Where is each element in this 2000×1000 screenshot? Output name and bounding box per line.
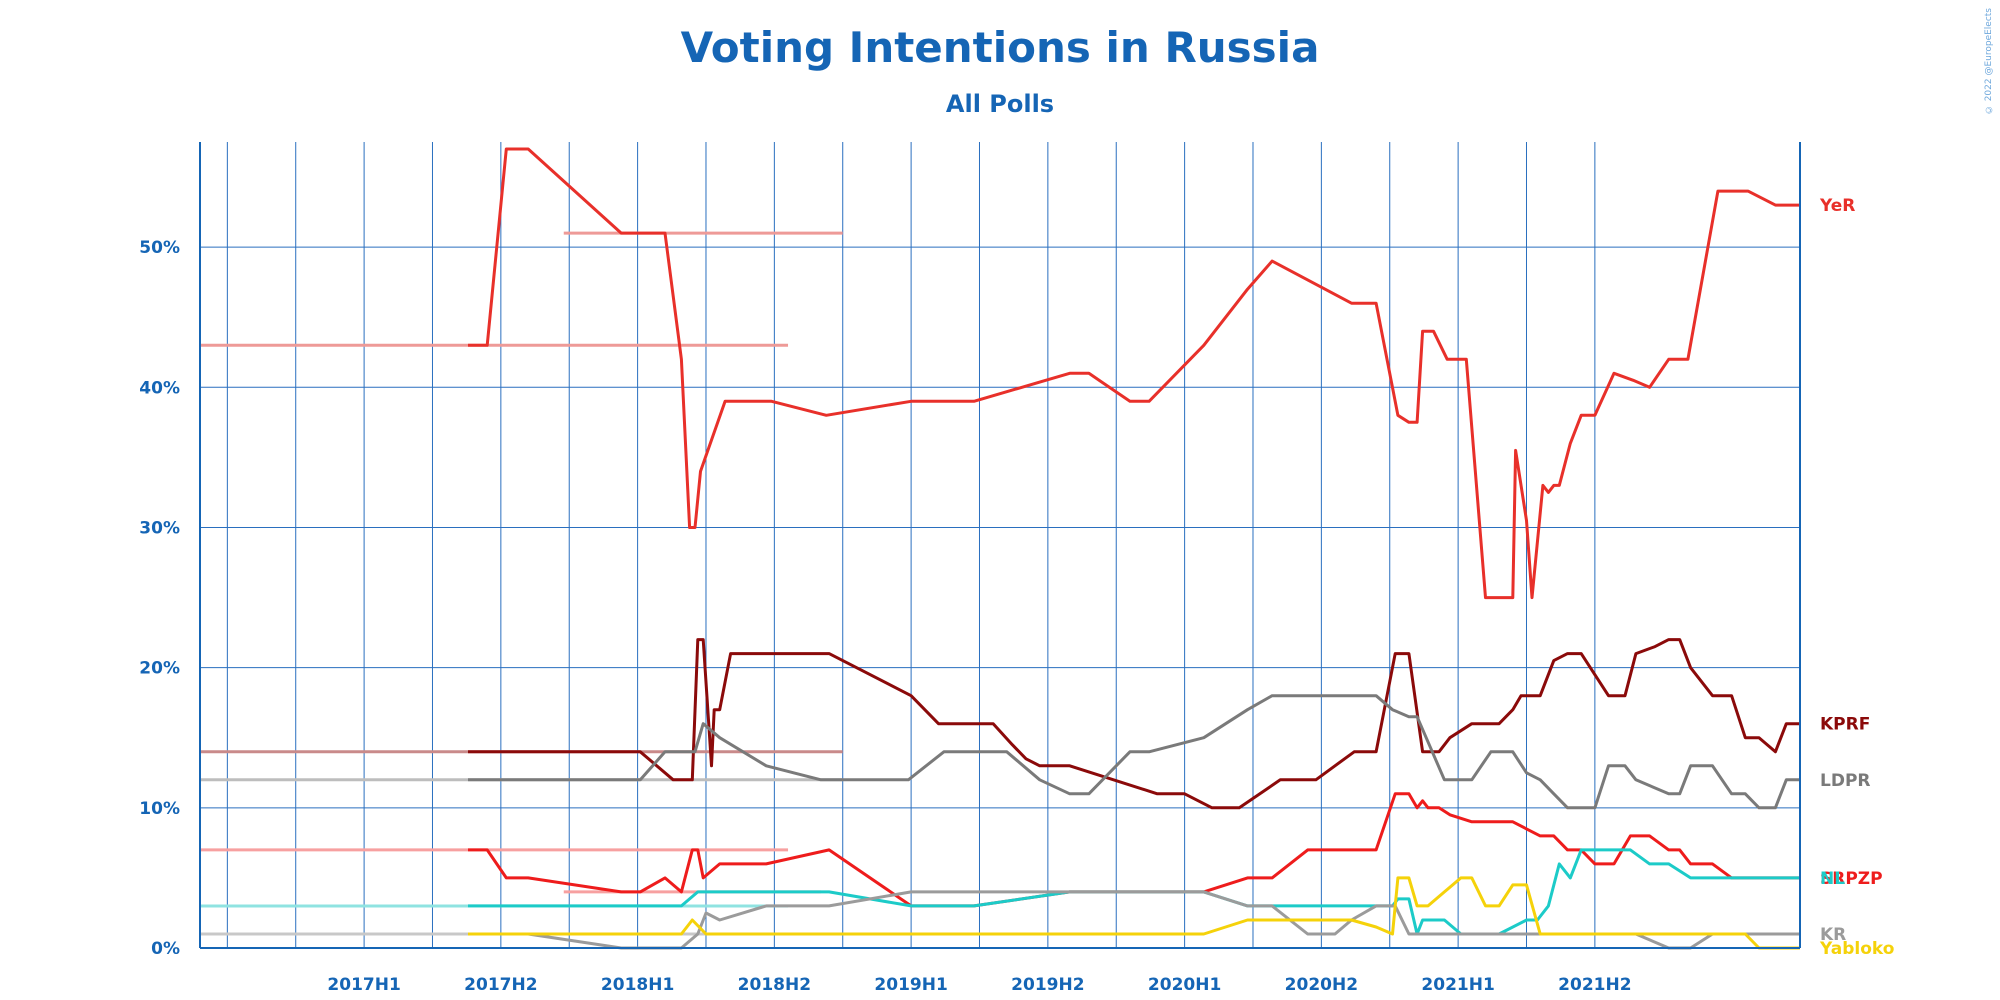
chart-subtitle: All Polls (946, 90, 1054, 118)
y-tick-label: 0% (151, 939, 180, 959)
baseline-lines (200, 231, 843, 936)
x-tick-label: 2017H2 (464, 975, 537, 995)
credit-text: © 2022 @EuropeElects (1984, 8, 1994, 115)
y-tick-label: 40% (139, 378, 180, 398)
series-label-ldpr: LDPR (1820, 771, 1871, 791)
y-tick-label: 20% (139, 659, 180, 679)
y-tick-label: 10% (139, 799, 180, 819)
series-label-yer: YeR (1819, 196, 1855, 216)
series-label-nl: NL (1820, 869, 1845, 889)
series-label-srpzp: SRPZP (1820, 869, 1883, 889)
y-tick-labels: 0% 10% 20% 30% 40% 50% (139, 238, 180, 959)
series-line-kprf (468, 638, 1800, 810)
x-tick-label: 2020H2 (1285, 975, 1358, 995)
x-tick-labels: 2017H1 2017H2 2018H1 2018H2 2019H1 2019H2 2020… (327, 975, 1631, 995)
series-line-yabloko (468, 876, 1800, 950)
series-label-kr: KR (1820, 925, 1846, 945)
x-tick-label: 2018H1 (601, 975, 674, 995)
y-tick-label: 30% (139, 518, 180, 538)
series-line-srpzp (468, 792, 1800, 908)
x-tick-label: 2021H2 (1558, 975, 1631, 995)
series-line-yer (468, 147, 1800, 600)
series-lines (468, 147, 1800, 950)
x-tick-label: 2019H2 (1011, 975, 1084, 995)
x-tick-label: 2021H1 (1421, 975, 1494, 995)
series-line-nl (468, 848, 1800, 936)
x-tick-label: 2017H1 (327, 975, 400, 995)
series-label-kprf: KPRF (1820, 715, 1870, 735)
x-tick-label: 2020H1 (1148, 975, 1221, 995)
chart-title: Voting Intentions in Russia (681, 23, 1320, 72)
series-line-ldpr (468, 694, 1800, 810)
series-line-kr (468, 890, 1800, 950)
axes (199, 142, 1801, 949)
gridlines (200, 142, 1800, 949)
y-tick-label: 50% (139, 238, 180, 258)
x-tick-label: 2018H2 (738, 975, 811, 995)
x-tick-label: 2019H1 (874, 975, 947, 995)
series-label-yabloko: Yabloko (1819, 939, 1894, 959)
